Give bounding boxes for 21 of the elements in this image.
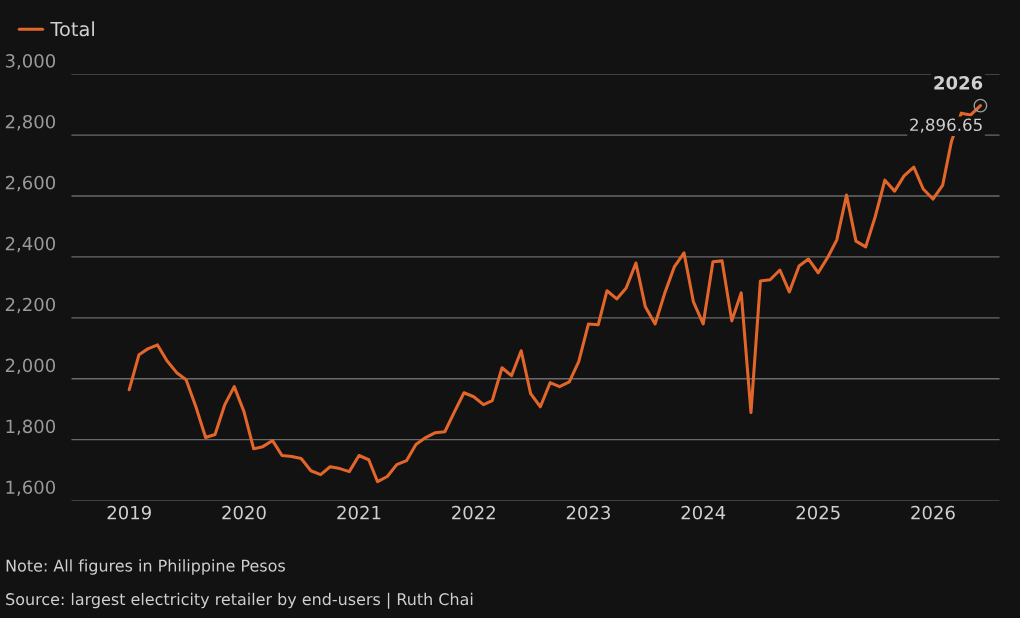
y-tick-label: 2,400 xyxy=(5,236,56,253)
x-tick-label: 2026 xyxy=(911,505,955,520)
y-tick-label: 2,000 xyxy=(5,358,56,375)
x-tick-label: 2023 xyxy=(566,505,610,520)
annotation: 2026 xyxy=(934,75,983,90)
y-tick-label: 2,600 xyxy=(5,175,56,192)
x-tick-label: 2021 xyxy=(337,505,381,520)
x-tick-label: 2019 xyxy=(107,505,151,520)
x-tick-label: 2022 xyxy=(452,505,495,520)
legend-label: Total xyxy=(50,21,94,37)
y-tick-label: 2,200 xyxy=(5,297,56,314)
x-tick-label: 2024 xyxy=(681,505,726,520)
x-tick-label: 2020 xyxy=(222,505,266,520)
text: Note: All figures in Philippine Pesos xyxy=(6,559,285,575)
y-tick-label: 1,800 xyxy=(6,419,56,436)
y-tick-label: 3,000 xyxy=(5,54,56,70)
x-tick-label: 2025 xyxy=(796,505,840,520)
source-note: Source: largest electricity retailer by end-users | Ruth Chai xyxy=(6,592,473,609)
y-tick-label: 1,600 xyxy=(6,480,56,496)
y-tick-label: 2,800 xyxy=(5,114,56,131)
data-label: 2,896.65 xyxy=(910,118,982,133)
